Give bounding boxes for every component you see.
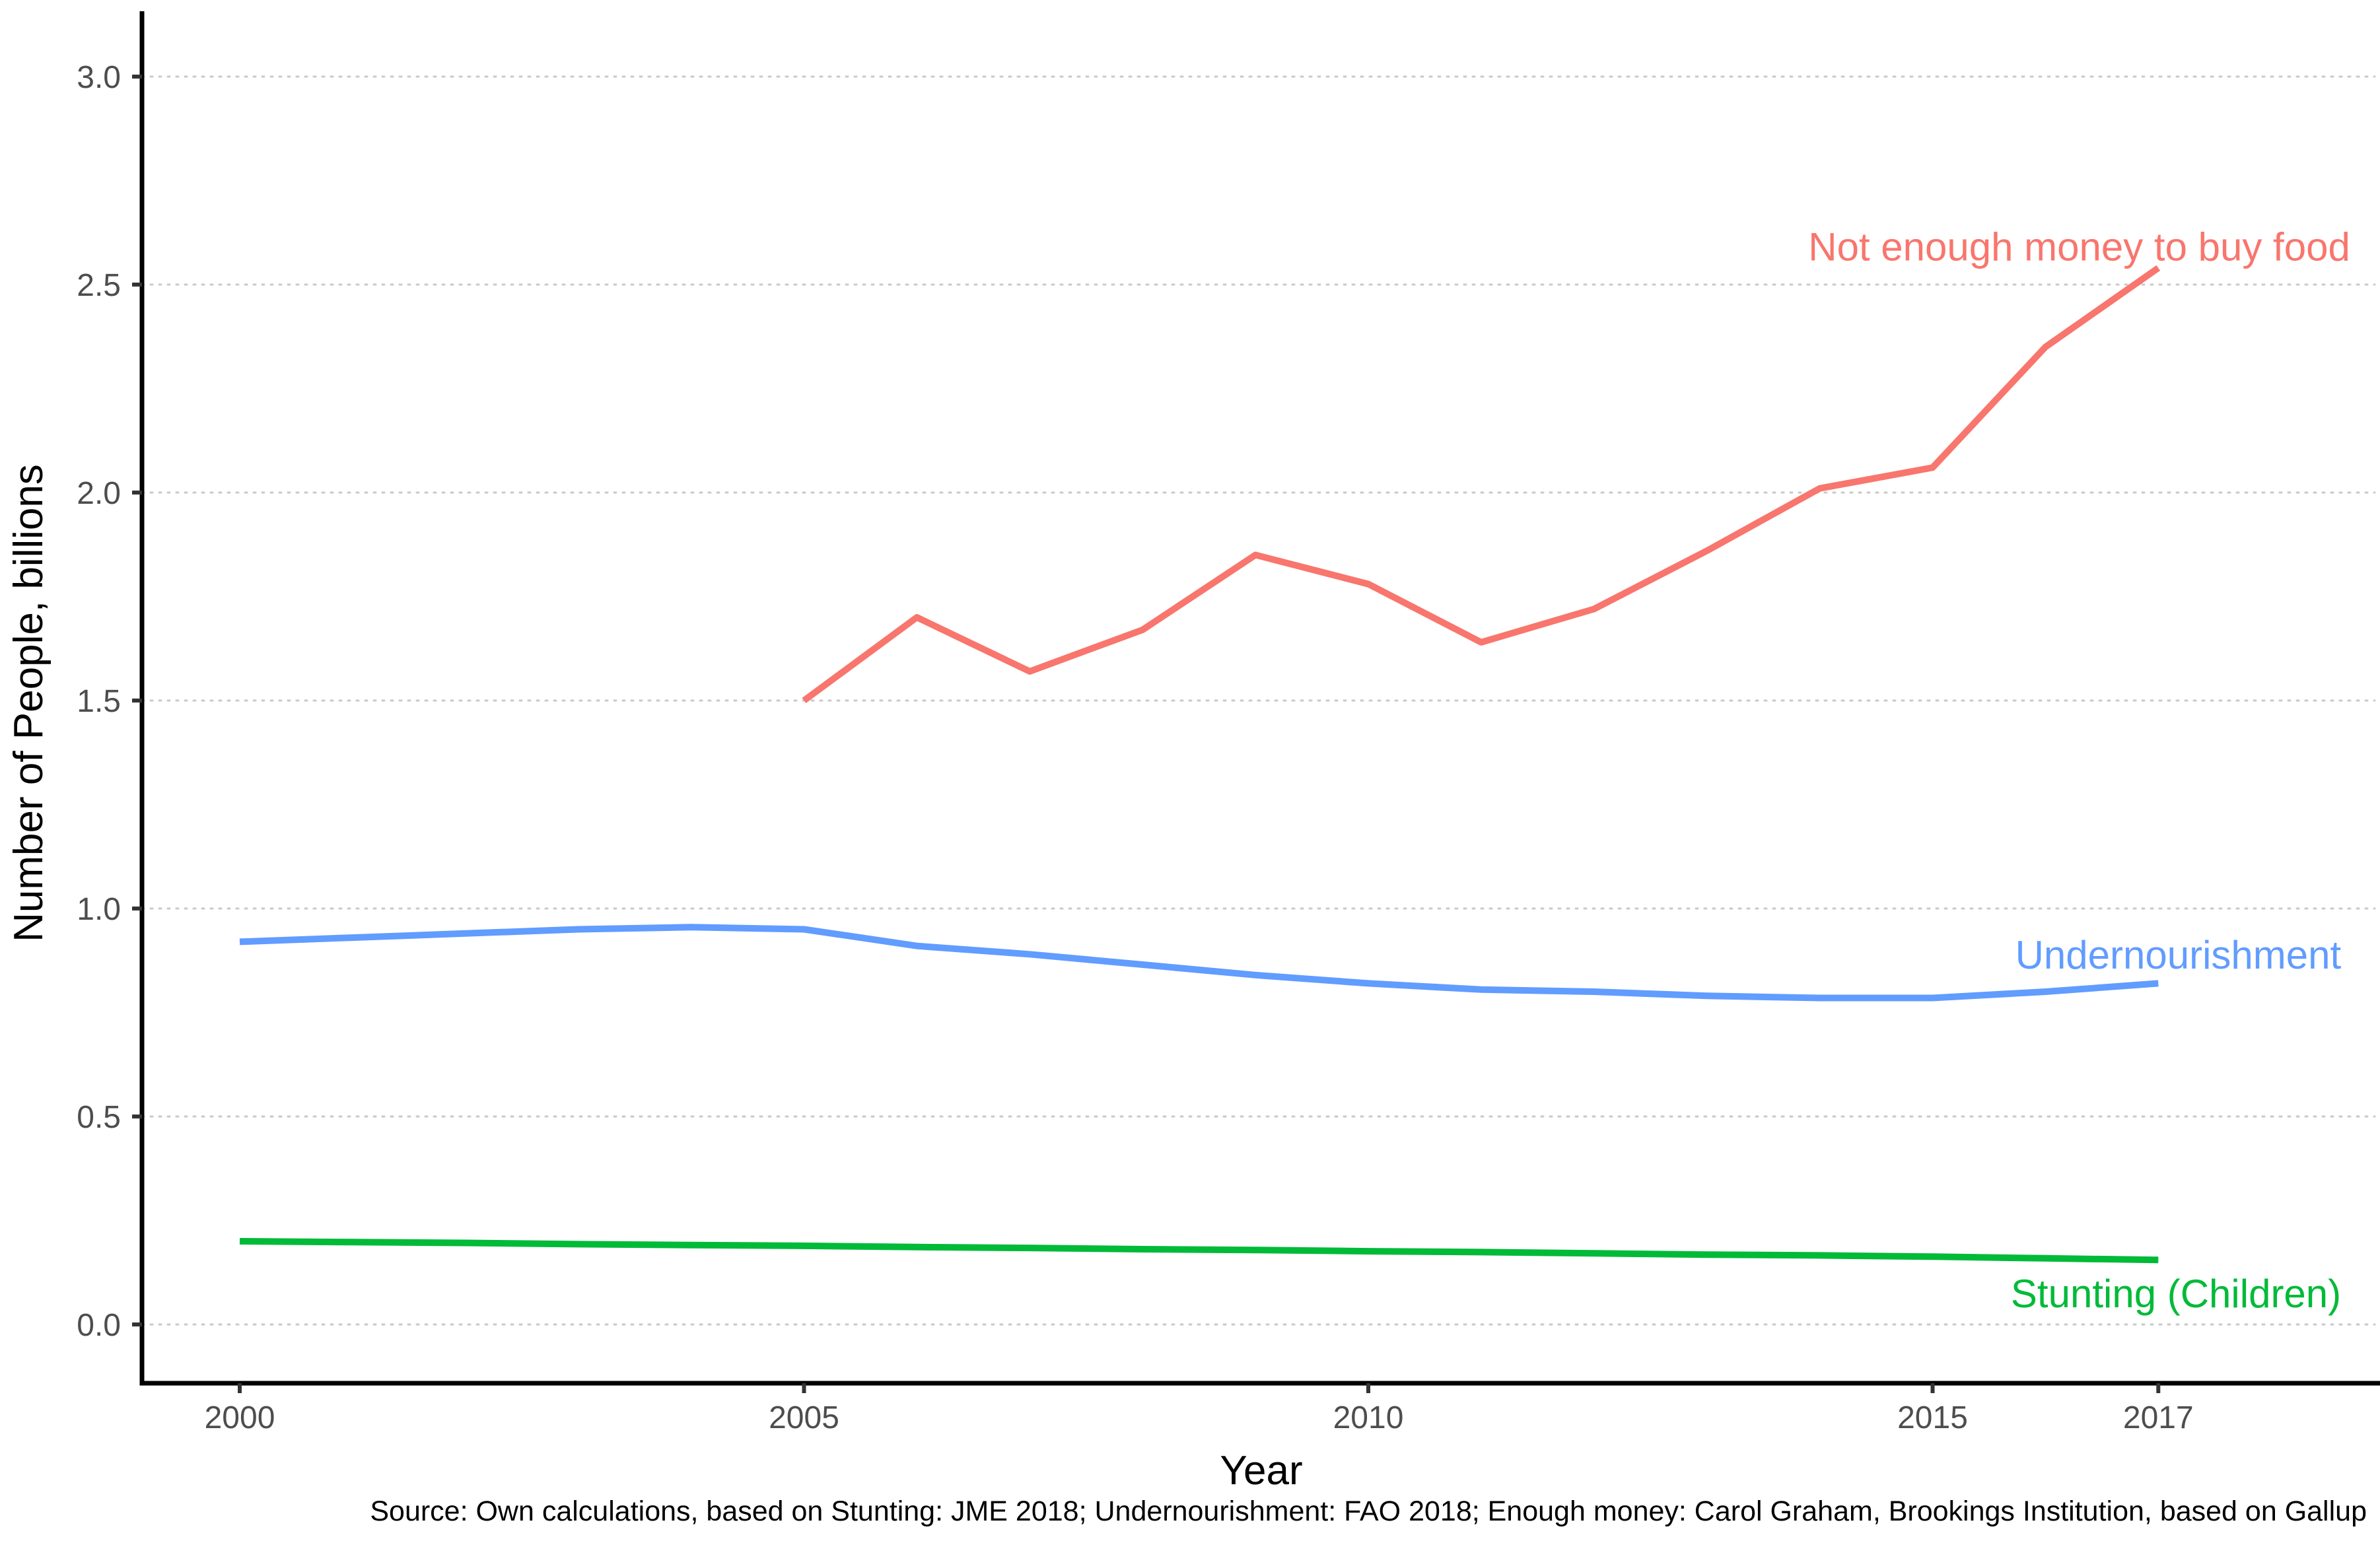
x-axis-title: Year <box>1220 1448 1302 1493</box>
y-tick-label-1.0: 1.0 <box>77 892 121 927</box>
x-tick-label-2015: 2015 <box>1897 1400 1968 1435</box>
y-tick-label-0.0: 0.0 <box>77 1308 121 1343</box>
axes-group: 0.0 0.5 1.0 1.5 2.0 2.5 3.0 2000 2005 2010 2015 201… <box>77 11 2380 1435</box>
gridlines-group <box>141 75 2376 1326</box>
series-line-undernourishment <box>239 924 2159 1002</box>
series-label-stunting-children: Stunting (Children) <box>2011 1272 2341 1316</box>
y-tick-label-2.5: 2.5 <box>77 268 121 303</box>
y-axis-title: Number of People, billions <box>6 464 52 942</box>
series-line-stunting-children <box>239 1238 2159 1264</box>
y-tick-label-0.5: 0.5 <box>77 1100 121 1135</box>
source-note: Source: Own calculations, based on Stunt… <box>370 1495 2367 1527</box>
series-label-not-enough-money-to-buy-food: Not enough money to buy food <box>1808 224 2350 269</box>
y-tick-label-1.5: 1.5 <box>77 684 121 719</box>
series-lines-group <box>239 265 2161 1264</box>
x-tick-label-2000: 2000 <box>205 1400 275 1435</box>
series-labels-group: Not enough money to buy food Undernourish… <box>1808 224 2350 1316</box>
series-label-undernourishment: Undernourishment <box>2015 933 2342 977</box>
y-tick-label-3.0: 3.0 <box>77 60 121 95</box>
x-tick-label-2010: 2010 <box>1333 1400 1404 1435</box>
y-tick-label-2.0: 2.0 <box>77 476 121 511</box>
x-tick-label-2005: 2005 <box>769 1400 839 1435</box>
x-tick-label-2017: 2017 <box>2123 1400 2194 1435</box>
series-line-not-enough-money-to-buy-food <box>802 265 2161 704</box>
